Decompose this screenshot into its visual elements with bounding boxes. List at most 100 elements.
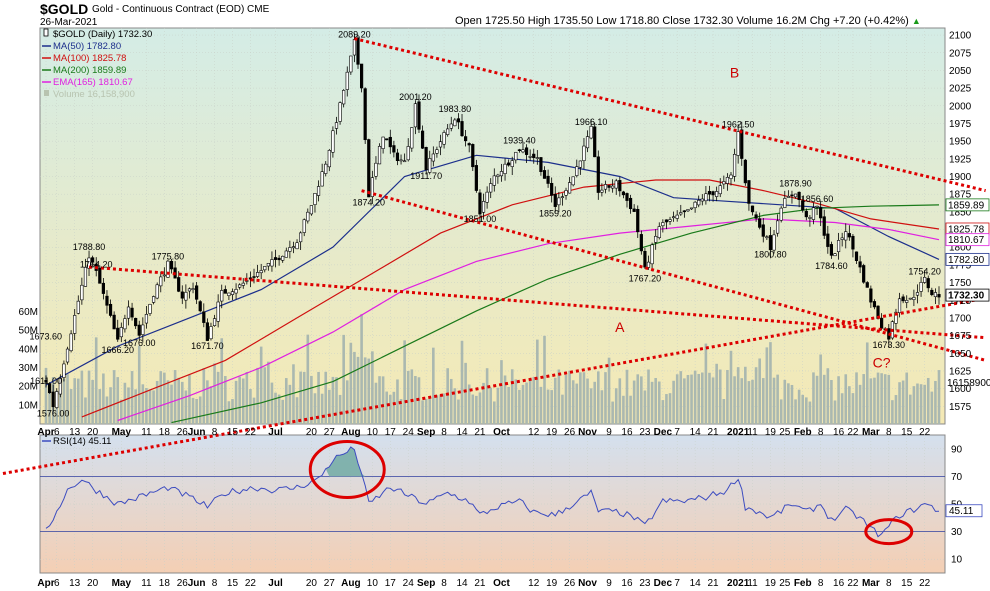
candle-body bbox=[546, 175, 550, 184]
candle-body bbox=[166, 260, 170, 278]
price-tick-label: 1875 bbox=[949, 190, 972, 201]
date-tick-label: 21 bbox=[707, 427, 719, 438]
volume-bar bbox=[632, 380, 636, 424]
candle-body bbox=[377, 146, 382, 165]
volume-bar bbox=[625, 369, 629, 424]
volume-bar bbox=[191, 397, 195, 424]
candle-body bbox=[582, 145, 586, 161]
candle-body bbox=[288, 247, 292, 252]
volume-bar bbox=[916, 383, 919, 424]
volume-bar bbox=[270, 382, 274, 424]
candle-body bbox=[668, 219, 672, 222]
volume-bar bbox=[761, 378, 765, 424]
volume-bar bbox=[571, 380, 575, 424]
volume-bar bbox=[618, 378, 622, 424]
candle-body bbox=[854, 251, 859, 261]
volume-bar bbox=[779, 399, 783, 424]
candle-body bbox=[822, 216, 826, 236]
rsi-date-label: 23 bbox=[639, 578, 651, 589]
price-point-label: 1576.00 bbox=[37, 409, 70, 419]
volume-bar bbox=[188, 374, 191, 424]
candle-body bbox=[205, 322, 209, 341]
volume-bar bbox=[102, 373, 105, 424]
volume-bar bbox=[256, 367, 259, 424]
candle-body bbox=[600, 189, 604, 193]
rsi-date-label: 24 bbox=[403, 578, 415, 589]
candle-body bbox=[596, 156, 600, 193]
rsi-date-label: Sep bbox=[417, 578, 435, 589]
volume-bar bbox=[299, 371, 302, 424]
volume-bar bbox=[442, 393, 446, 424]
wave-label: B bbox=[730, 65, 739, 81]
volume-bar bbox=[59, 376, 62, 424]
volume-bar bbox=[173, 370, 177, 424]
volume-bar bbox=[833, 400, 837, 424]
candle-body bbox=[564, 190, 568, 196]
volume-bar bbox=[98, 389, 102, 424]
candle-body bbox=[801, 200, 805, 211]
date-tick-label: 12 bbox=[528, 427, 540, 438]
candle-body bbox=[711, 191, 715, 196]
volume-bar bbox=[500, 360, 503, 424]
volume-bar bbox=[62, 378, 66, 424]
volume-bar bbox=[557, 369, 561, 424]
volume-bar bbox=[180, 381, 184, 424]
candle-body bbox=[578, 160, 582, 168]
ohlc-values: Open 1725.50 High 1735.50 Low 1718.80 Cl… bbox=[455, 15, 909, 27]
candle-body bbox=[664, 219, 669, 223]
candle-body bbox=[123, 318, 127, 330]
rsi-current-label: 45.11 bbox=[949, 506, 974, 517]
volume-bar bbox=[582, 372, 586, 424]
candle-body bbox=[650, 244, 654, 265]
candle-body bbox=[44, 379, 48, 383]
candle-body bbox=[672, 216, 676, 219]
candle-body bbox=[489, 183, 493, 193]
price-tick-label: 1650 bbox=[949, 349, 972, 360]
candle-body bbox=[83, 267, 88, 287]
date-tick-label: 11 bbox=[747, 427, 758, 438]
volume-bar bbox=[184, 390, 188, 424]
price-point-label: 1911.70 bbox=[410, 171, 442, 181]
candle-body bbox=[180, 291, 184, 299]
candle-body bbox=[682, 210, 686, 213]
volume-bar bbox=[80, 370, 84, 424]
rsi-date-label: 7 bbox=[674, 578, 680, 589]
volume-bar bbox=[901, 380, 905, 424]
candle-body bbox=[499, 171, 504, 177]
candle-body bbox=[263, 266, 267, 271]
volume-bar bbox=[267, 361, 270, 424]
price-value-label: 1859.89 bbox=[948, 200, 985, 211]
candle-body bbox=[367, 139, 371, 198]
rsi-date-label: 9 bbox=[606, 578, 612, 589]
date-tick-label: 2021 bbox=[727, 427, 750, 438]
price-value-box bbox=[945, 252, 990, 266]
candle-body bbox=[697, 199, 701, 206]
candle-body bbox=[270, 259, 274, 267]
candle-body bbox=[119, 327, 123, 338]
volume-bar bbox=[546, 389, 550, 424]
price-point-label: 1962.50 bbox=[722, 119, 755, 129]
candle-body bbox=[363, 88, 367, 141]
date-tick-label: 8 bbox=[441, 427, 447, 438]
candle-body bbox=[736, 131, 740, 156]
legend-entry: MA(50) 1782.80 bbox=[53, 41, 121, 52]
candle-body bbox=[438, 141, 443, 148]
volume-tick-label: 30M bbox=[19, 363, 38, 374]
price-tick-label: 1950 bbox=[949, 137, 972, 148]
candle-body bbox=[395, 152, 400, 162]
candle-body bbox=[840, 237, 844, 240]
volume-bar bbox=[331, 376, 335, 424]
rsi-legend-label: RSI(14) 45.11 bbox=[53, 436, 111, 447]
volume-bar bbox=[528, 379, 532, 424]
candle-body bbox=[184, 291, 188, 301]
volume-bar bbox=[937, 370, 941, 424]
price-value-label: 1782.80 bbox=[948, 255, 985, 266]
volume-bar bbox=[919, 384, 923, 424]
date-tick-label: 9 bbox=[606, 427, 612, 438]
price-point-label: 1784.60 bbox=[815, 261, 848, 271]
price-value-label: 1732.30 bbox=[948, 291, 985, 302]
date-tick-label: Feb bbox=[794, 427, 812, 438]
candle-body bbox=[134, 317, 138, 327]
candle-body bbox=[55, 391, 59, 408]
volume-bar bbox=[367, 358, 371, 424]
